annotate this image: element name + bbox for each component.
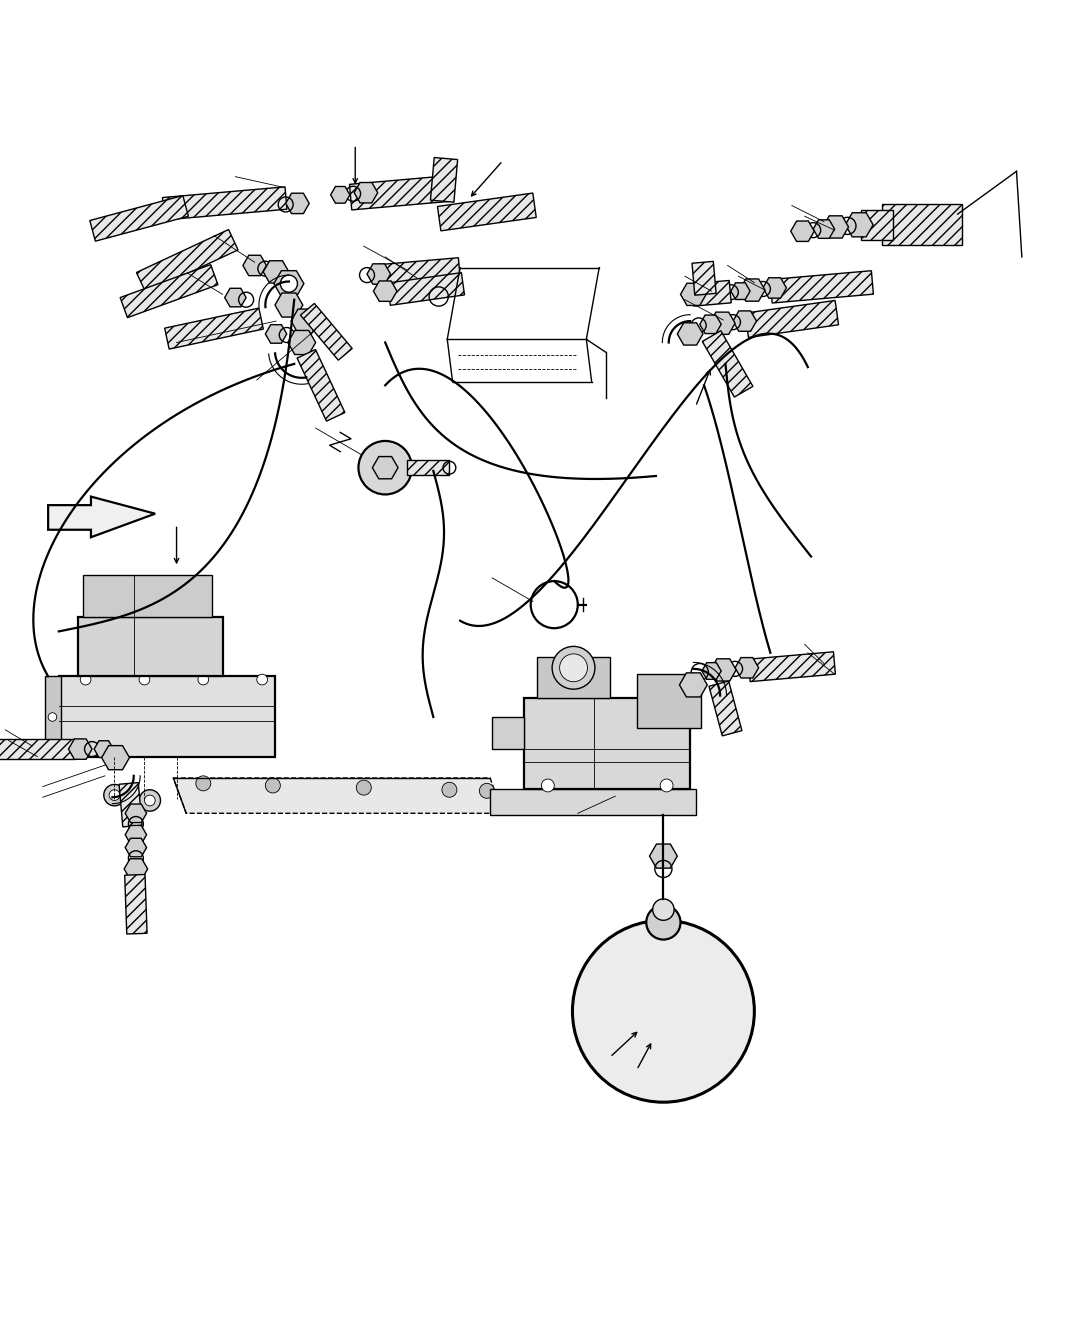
Polygon shape <box>163 187 287 220</box>
Polygon shape <box>791 222 814 242</box>
Polygon shape <box>275 293 303 317</box>
Polygon shape <box>882 204 963 245</box>
Circle shape <box>196 776 211 791</box>
Circle shape <box>356 780 371 795</box>
Polygon shape <box>367 264 391 284</box>
Polygon shape <box>387 272 464 305</box>
Circle shape <box>646 905 681 940</box>
Polygon shape <box>137 230 238 293</box>
Polygon shape <box>677 322 703 345</box>
Polygon shape <box>710 658 736 681</box>
Polygon shape <box>291 309 319 333</box>
FancyBboxPatch shape <box>59 677 275 756</box>
Bar <box>45 677 61 756</box>
Polygon shape <box>288 330 316 354</box>
Polygon shape <box>770 271 873 303</box>
Circle shape <box>358 441 412 495</box>
Polygon shape <box>649 844 677 868</box>
Circle shape <box>572 921 754 1103</box>
Circle shape <box>479 783 494 799</box>
Polygon shape <box>120 264 218 317</box>
Polygon shape <box>813 220 835 239</box>
Circle shape <box>48 713 57 722</box>
Polygon shape <box>354 183 378 203</box>
Polygon shape <box>297 349 345 421</box>
Circle shape <box>560 654 587 682</box>
Polygon shape <box>0 739 75 759</box>
FancyBboxPatch shape <box>78 617 223 677</box>
Circle shape <box>442 783 457 798</box>
Polygon shape <box>331 187 350 203</box>
FancyBboxPatch shape <box>537 657 610 698</box>
Polygon shape <box>125 874 147 934</box>
Circle shape <box>198 674 209 685</box>
Polygon shape <box>350 175 453 210</box>
Polygon shape <box>372 456 398 479</box>
Polygon shape <box>748 652 836 682</box>
Polygon shape <box>430 158 458 202</box>
Polygon shape <box>763 277 786 299</box>
Polygon shape <box>165 308 263 349</box>
Circle shape <box>653 898 674 921</box>
Polygon shape <box>438 192 536 231</box>
Circle shape <box>257 674 268 685</box>
Polygon shape <box>679 673 707 697</box>
Polygon shape <box>702 662 721 679</box>
Polygon shape <box>125 825 147 844</box>
Circle shape <box>541 779 554 792</box>
Circle shape <box>660 779 673 792</box>
Polygon shape <box>745 300 839 337</box>
Polygon shape <box>125 804 147 823</box>
Polygon shape <box>731 283 750 300</box>
Polygon shape <box>379 257 460 288</box>
Circle shape <box>552 646 595 689</box>
Polygon shape <box>823 216 849 238</box>
Polygon shape <box>692 261 716 295</box>
Polygon shape <box>119 783 142 827</box>
FancyBboxPatch shape <box>490 788 696 815</box>
Circle shape <box>280 275 297 292</box>
Polygon shape <box>702 330 753 397</box>
Polygon shape <box>709 681 742 736</box>
Circle shape <box>104 784 125 805</box>
Polygon shape <box>373 281 397 301</box>
Polygon shape <box>125 839 147 857</box>
Polygon shape <box>681 283 706 305</box>
FancyBboxPatch shape <box>637 674 701 727</box>
FancyBboxPatch shape <box>524 698 690 788</box>
Polygon shape <box>301 304 352 360</box>
Polygon shape <box>48 496 155 537</box>
Polygon shape <box>94 740 113 758</box>
Polygon shape <box>263 261 289 283</box>
Circle shape <box>139 674 150 685</box>
Polygon shape <box>243 255 266 276</box>
Polygon shape <box>735 658 759 678</box>
Polygon shape <box>709 312 735 334</box>
Polygon shape <box>173 778 503 813</box>
Polygon shape <box>68 739 92 759</box>
Polygon shape <box>739 279 765 301</box>
Circle shape <box>265 778 280 794</box>
Circle shape <box>144 795 155 805</box>
Polygon shape <box>274 271 304 297</box>
Polygon shape <box>102 746 129 770</box>
Circle shape <box>109 790 120 800</box>
Polygon shape <box>700 314 721 333</box>
FancyBboxPatch shape <box>83 575 212 617</box>
FancyBboxPatch shape <box>492 717 524 750</box>
Polygon shape <box>124 859 148 878</box>
Polygon shape <box>225 288 246 307</box>
Polygon shape <box>692 280 731 307</box>
Circle shape <box>80 674 91 685</box>
Polygon shape <box>861 210 893 240</box>
Polygon shape <box>845 212 873 236</box>
Polygon shape <box>733 311 756 332</box>
Polygon shape <box>407 460 449 475</box>
Polygon shape <box>286 194 309 214</box>
Polygon shape <box>265 325 287 344</box>
Circle shape <box>139 790 160 811</box>
Polygon shape <box>90 195 188 242</box>
